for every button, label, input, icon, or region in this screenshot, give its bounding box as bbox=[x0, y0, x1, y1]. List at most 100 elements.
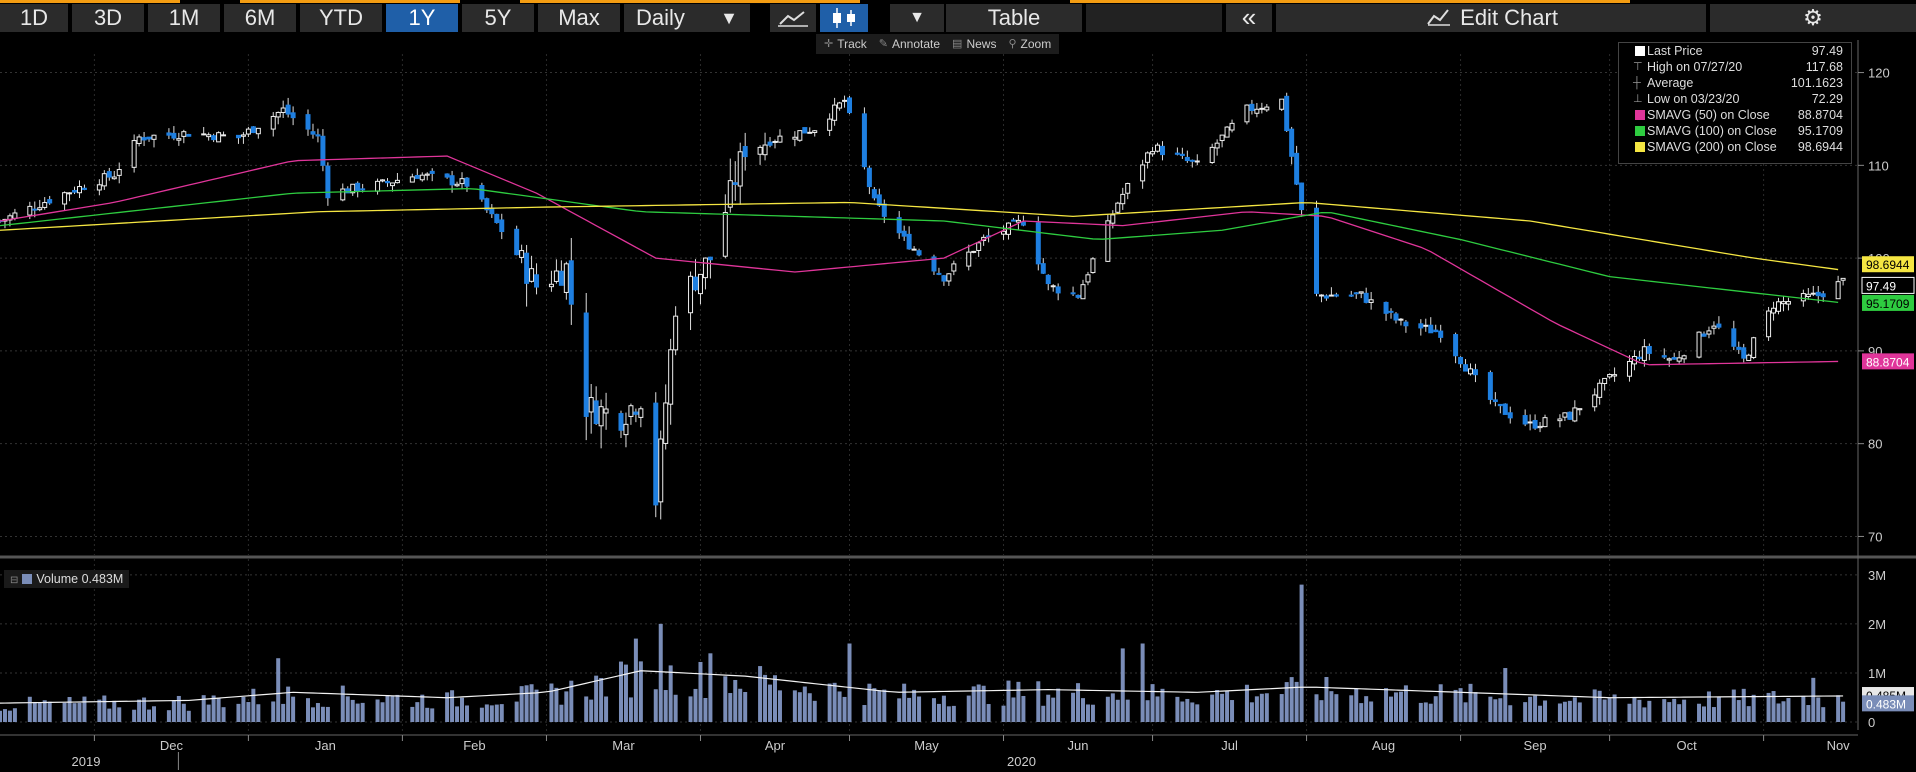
volume-bar bbox=[455, 706, 460, 722]
volume-bar bbox=[2, 709, 7, 722]
candle-body bbox=[732, 182, 738, 185]
range-button-ytd[interactable]: YTD bbox=[300, 4, 382, 32]
volume-bar bbox=[1781, 701, 1786, 722]
legend-value: 98.6944 bbox=[1797, 140, 1843, 154]
candle-body bbox=[588, 397, 594, 413]
volume-average-line bbox=[0, 670, 1844, 704]
volume-bar bbox=[946, 706, 951, 722]
month-tick-label: Jun bbox=[1068, 738, 1089, 753]
volume-bar bbox=[320, 706, 325, 722]
legend-row-last-price[interactable]: Last Price 97.49 bbox=[1619, 43, 1851, 59]
range-button-1m[interactable]: 1M bbox=[148, 4, 220, 32]
settings-button[interactable]: ⚙ bbox=[1710, 4, 1916, 32]
candle-body bbox=[1592, 394, 1598, 408]
range-button-5y[interactable]: 5Y bbox=[462, 4, 534, 32]
candle-body bbox=[1249, 103, 1255, 111]
range-button-1d[interactable]: 1D bbox=[0, 4, 68, 32]
candle-body bbox=[837, 102, 843, 109]
candle-body bbox=[906, 233, 912, 250]
volume-bar bbox=[1776, 703, 1781, 722]
range-button-6m[interactable]: 6M bbox=[224, 4, 296, 32]
volume-bar bbox=[1125, 699, 1130, 722]
candle-body bbox=[1820, 293, 1826, 298]
volume-bar bbox=[1349, 695, 1354, 722]
candle-body bbox=[1557, 418, 1563, 422]
volume-bar bbox=[425, 707, 430, 722]
chart-type-dropdown[interactable]: ▼ bbox=[890, 4, 944, 32]
volume-bar bbox=[797, 692, 802, 722]
line-chart-button[interactable] bbox=[770, 4, 816, 32]
volume-bar bbox=[315, 703, 320, 722]
candle-body bbox=[638, 408, 644, 418]
month-tick-label: Apr bbox=[765, 738, 786, 753]
candle-body bbox=[136, 136, 142, 144]
legend-label: High on 07/27/20 bbox=[1647, 60, 1743, 74]
volume-bar bbox=[1836, 695, 1841, 722]
volume-bar bbox=[37, 702, 42, 722]
candle-body bbox=[772, 140, 778, 143]
frequency-dropdown[interactable]: Daily ▼ bbox=[624, 4, 750, 32]
volume-bar bbox=[723, 676, 728, 722]
volume-bar bbox=[1577, 702, 1582, 722]
volume-bar bbox=[420, 694, 425, 722]
volume-bar bbox=[345, 696, 350, 722]
volume-bar bbox=[1110, 693, 1115, 722]
edit-chart-button[interactable]: Edit Chart bbox=[1276, 4, 1706, 32]
track-tool[interactable]: ✛ Track bbox=[824, 34, 867, 54]
candle-body bbox=[1289, 128, 1295, 157]
volume-bar bbox=[897, 698, 902, 722]
volume-bar bbox=[67, 697, 72, 722]
volume-bar bbox=[27, 696, 32, 722]
volume-bar bbox=[1543, 700, 1548, 722]
candle-body bbox=[1626, 360, 1632, 377]
news-tool[interactable]: ▤ News bbox=[952, 34, 996, 54]
volume-bar bbox=[668, 665, 673, 722]
volume-bar bbox=[907, 697, 912, 722]
collapse-button[interactable]: « bbox=[1226, 4, 1272, 32]
candle-body bbox=[524, 252, 530, 284]
candle-body bbox=[916, 250, 922, 256]
volume-bar bbox=[1801, 696, 1806, 722]
volume-bar bbox=[62, 702, 67, 722]
volume-bar bbox=[902, 683, 907, 722]
candle-body bbox=[901, 230, 907, 237]
volume-bar bbox=[1215, 690, 1220, 722]
candle-body bbox=[1810, 292, 1816, 295]
range-button-3d[interactable]: 3D bbox=[72, 4, 144, 32]
legend-row-low[interactable]: ⊥ Low on 03/23/20 72.29 bbox=[1619, 91, 1851, 107]
volume-bar bbox=[534, 689, 539, 722]
volume-bar bbox=[201, 695, 206, 722]
candle-body bbox=[1542, 417, 1548, 428]
annotate-tool[interactable]: ✎ Annotate bbox=[879, 34, 940, 54]
candle-body bbox=[494, 213, 500, 224]
volume-bar bbox=[847, 643, 852, 722]
volume-bar bbox=[1647, 700, 1652, 722]
candle-body bbox=[658, 438, 664, 503]
candle-body bbox=[1731, 328, 1737, 347]
candle-body bbox=[414, 175, 420, 179]
volume-bar bbox=[931, 698, 936, 722]
volume-bar bbox=[1538, 705, 1543, 722]
candle-body bbox=[802, 127, 808, 134]
volume-bar bbox=[1508, 705, 1513, 722]
volume-legend[interactable]: ⊟ Volume 0.483M bbox=[4, 570, 130, 588]
legend-row-sma100[interactable]: SMAVG (100) on Close 95.1709 bbox=[1619, 123, 1851, 139]
volume-bar bbox=[1324, 677, 1329, 722]
volume-bar bbox=[102, 695, 107, 722]
legend-row-sma50[interactable]: SMAVG (50) on Close 88.8704 bbox=[1619, 107, 1851, 123]
candlestick-chart-button[interactable] bbox=[820, 4, 868, 32]
legend-row-sma200[interactable]: SMAVG (200) on Close 98.6944 bbox=[1619, 139, 1851, 155]
table-button[interactable]: Table bbox=[946, 4, 1082, 32]
volume-legend-label: Volume bbox=[36, 572, 79, 586]
candle-body bbox=[270, 115, 276, 130]
volume-bar bbox=[1632, 697, 1637, 722]
zoom-tool[interactable]: ⚲ Zoom bbox=[1008, 34, 1051, 54]
range-button-max[interactable]: Max bbox=[538, 4, 620, 32]
range-button-1y[interactable]: 1Y bbox=[386, 4, 458, 32]
month-tick-label: Jan bbox=[315, 738, 336, 753]
legend-row-average[interactable]: ┼ Average 101.1623 bbox=[1619, 75, 1851, 91]
sma-line bbox=[0, 155, 1839, 366]
legend-row-high[interactable]: ⊤ High on 07/27/20 117.68 bbox=[1619, 59, 1851, 75]
volume-bar bbox=[827, 683, 832, 722]
volume-bar bbox=[171, 700, 176, 722]
